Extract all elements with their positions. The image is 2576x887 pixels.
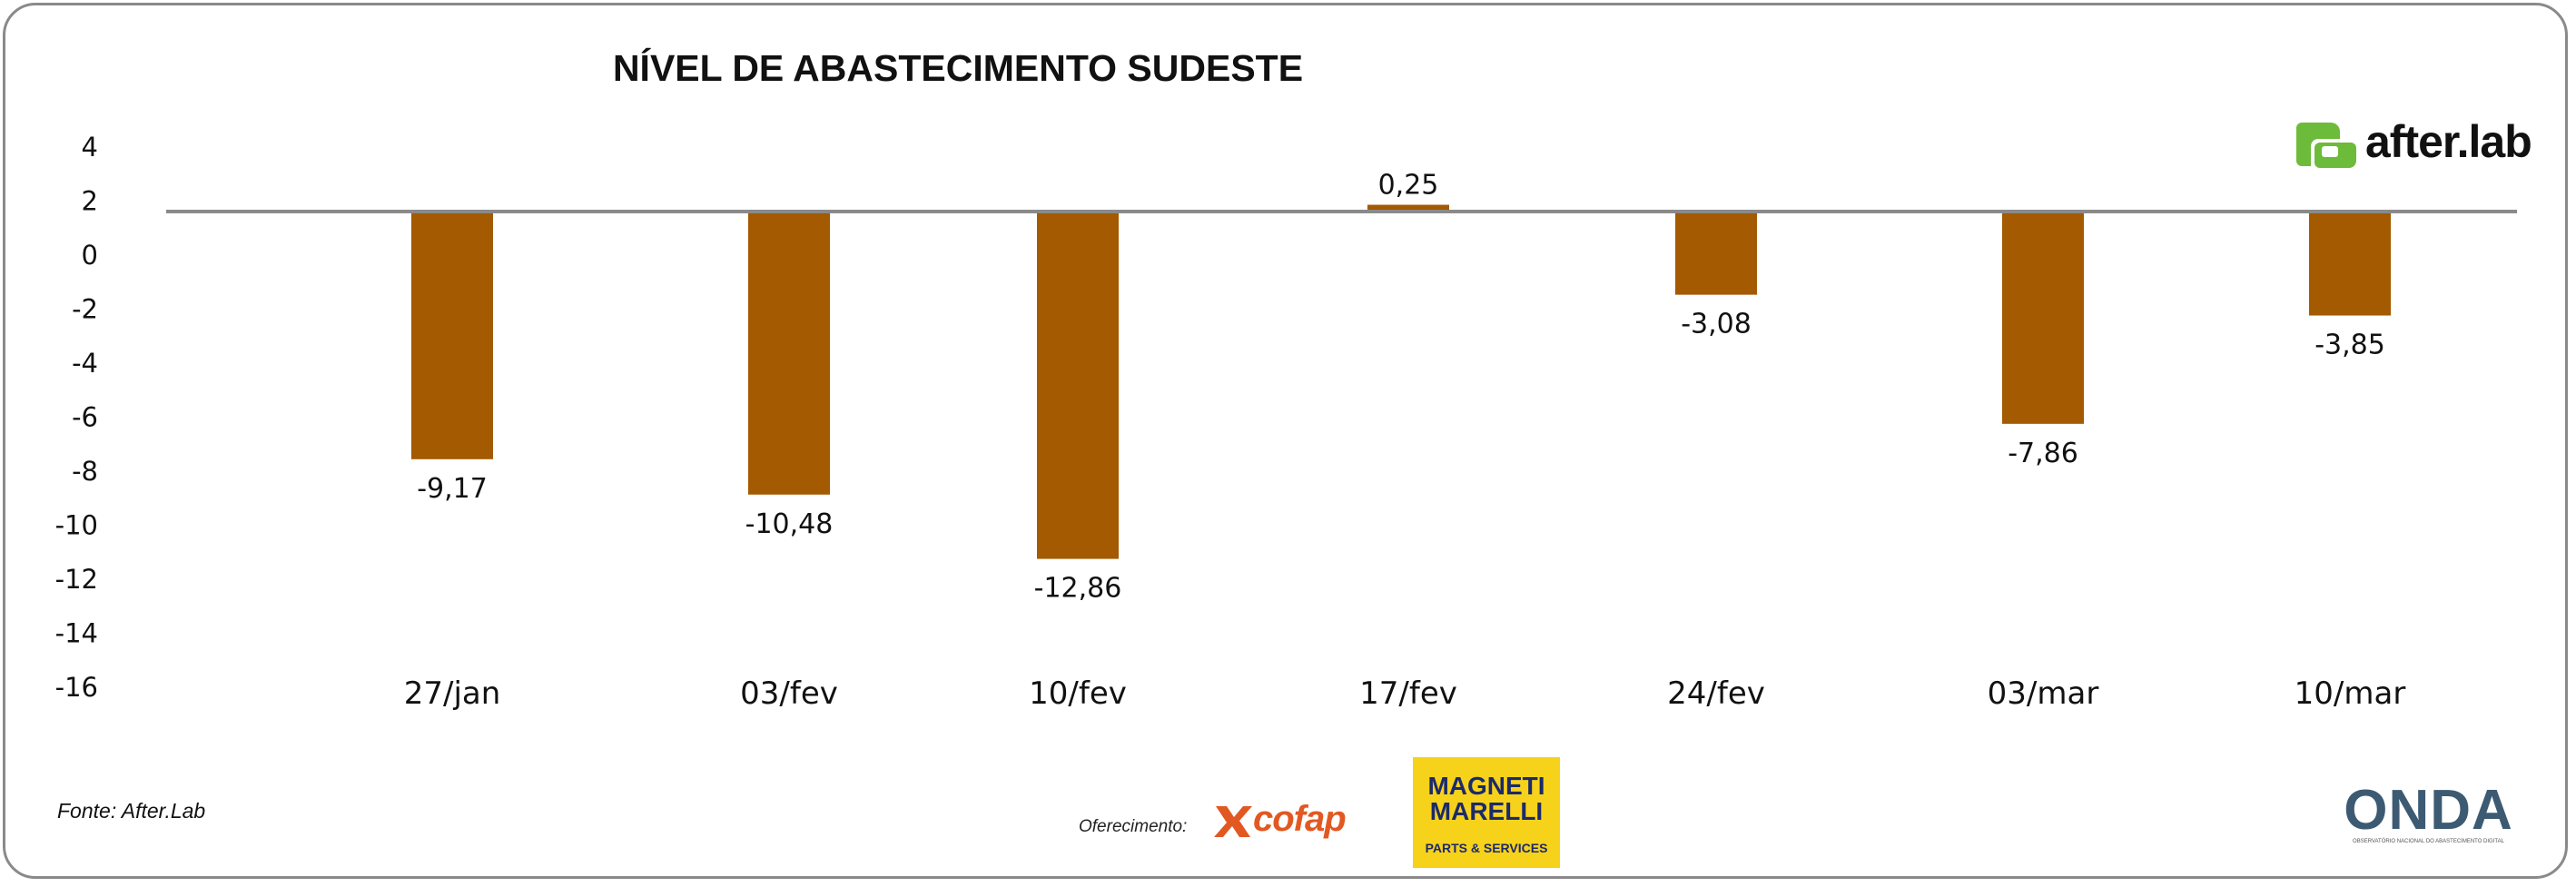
x-tick-label: 03/fev (740, 675, 838, 712)
cofap-logo: cofap (1212, 799, 1385, 844)
after-lab-logo: after.lab (2295, 115, 2549, 170)
y-tick-label: -12 (55, 564, 98, 595)
x-tick-label: 03/mar (1988, 675, 2099, 712)
magneti-marelli-logo: MAGNETI MARELLI PARTS & SERVICES (1413, 757, 1560, 868)
sponsor-label: Oferecimento: (1079, 817, 1188, 836)
y-tick-label: -16 (55, 672, 98, 703)
after-lab-wordmark: after.lab (2365, 116, 2532, 167)
y-tick-label: -4 (72, 348, 98, 379)
magneti-marelli-tagline: PARTS & SERVICES (1425, 841, 1548, 855)
y-tick-label: -2 (72, 294, 98, 325)
y-tick-label: -10 (55, 510, 98, 541)
data-label: -10,48 (745, 508, 834, 540)
y-tick-label: -6 (72, 402, 98, 433)
y-tick-label: 4 (82, 132, 98, 163)
data-label: 0,25 (1378, 170, 1439, 202)
data-label: -3,85 (2314, 330, 2385, 361)
bar (748, 212, 830, 495)
bars-group (411, 204, 2391, 559)
magneti-marelli-wordmark: MAGNETI MARELLI (1427, 772, 1545, 825)
source-note: Fonte: After.Lab (57, 799, 206, 823)
onda-logo: ONDA OBSERVATÓRIO NACIONAL DO ABASTECIME… (2335, 783, 2522, 852)
y-axis: 4 2 0 -2 -4 -6 -8 -10 -12 -14 -16 (55, 132, 98, 703)
data-label: -9,17 (417, 473, 488, 505)
x-tick-label: 27/jan (404, 675, 501, 712)
y-tick-label: -8 (72, 456, 98, 487)
x-tick-label: 10/mar (2295, 675, 2406, 712)
data-label: -7,86 (2008, 438, 2078, 469)
data-labels: -9,17 -10,48 -12,86 0,25 -3,08 -7,86 -3,85 (417, 170, 2385, 605)
data-label: -3,08 (1681, 309, 1752, 340)
cofap-x-icon (1214, 806, 1252, 837)
x-tick-label: 17/fev (1359, 675, 1457, 712)
onda-wordmark: ONDA (2344, 779, 2513, 842)
y-tick-label: 0 (82, 240, 98, 271)
after-lab-icon (2296, 123, 2356, 168)
x-axis: 27/jan 03/fev 10/fev 17/fev 24/fev 03/mar 10/m… (404, 675, 2406, 712)
bar (1367, 204, 1449, 212)
x-tick-label: 24/fev (1667, 675, 1765, 712)
chart-title: NÍVEL DE ABASTECIMENTO SUDESTE (612, 47, 1304, 89)
bar (1037, 212, 1119, 559)
onda-tagline: OBSERVATÓRIO NACIONAL DO ABASTECIMENTO D… (2353, 839, 2504, 844)
cofap-wordmark: cofap (1253, 799, 1347, 839)
y-tick-label: 2 (82, 186, 98, 217)
y-tick-label: -14 (55, 618, 98, 649)
bar (411, 212, 493, 459)
bar (2002, 212, 2084, 424)
x-tick-label: 10/fev (1029, 675, 1127, 712)
bar (2309, 212, 2391, 316)
bar (1675, 212, 1757, 295)
data-label: -12,86 (1034, 573, 1122, 605)
